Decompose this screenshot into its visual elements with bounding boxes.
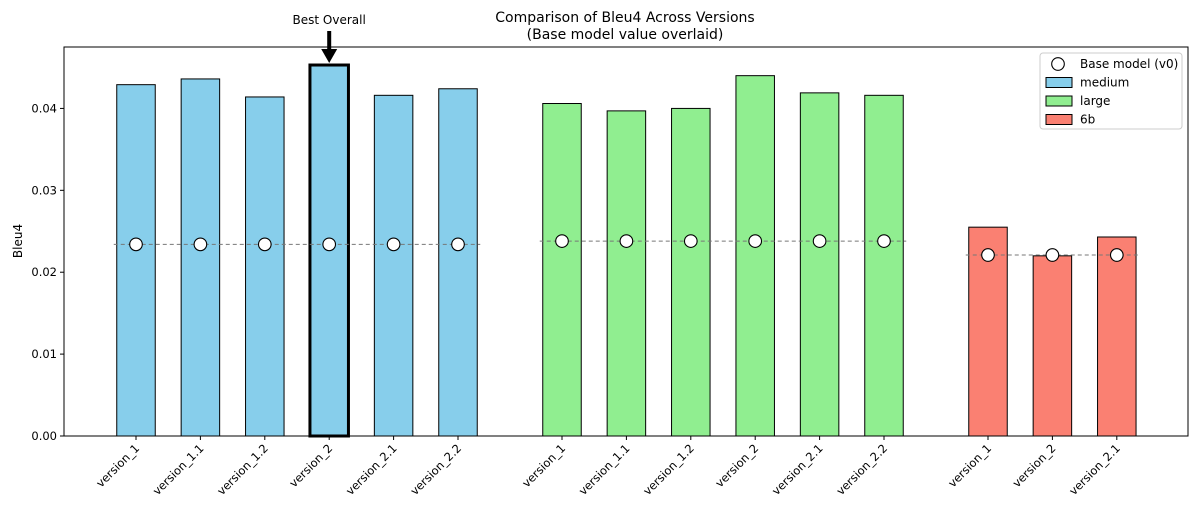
bar-medium-version_2.2 xyxy=(438,88,478,437)
legend-label-large: large xyxy=(1080,94,1110,108)
legend-label-medium: medium xyxy=(1080,76,1129,90)
base-marker-medium-version_2.2 xyxy=(451,237,465,252)
x-tick-label: version_1 xyxy=(945,441,994,490)
x-tick-label: version_2.1 xyxy=(1066,441,1123,498)
bar-medium-version_1.2 xyxy=(245,96,285,437)
x-tick-label: version_2.2 xyxy=(407,441,464,498)
x-tick-label: version_2 xyxy=(286,441,335,490)
base-marker-medium-version_1.2 xyxy=(257,237,272,252)
bar-large-version_1 xyxy=(542,103,582,437)
annotation-arrow-head xyxy=(321,49,338,64)
x-tick-label: version_2.1 xyxy=(769,441,826,498)
base-marker-large-version_2 xyxy=(748,234,763,248)
bar-medium-version_1.1 xyxy=(180,78,221,437)
x-tick-label: version_1.2 xyxy=(214,441,271,498)
x-tick-label: version_2.1 xyxy=(343,441,400,498)
x-tick-label: version_1.1 xyxy=(576,441,633,498)
y-tick-label: 0.04 xyxy=(31,101,57,115)
bar-large-version_2.1 xyxy=(799,92,840,437)
x-tick-label: version_2 xyxy=(1010,441,1059,490)
chart-title-line-2: (Base model value overlaid) xyxy=(527,27,724,43)
base-marker-6b-version_2 xyxy=(1045,248,1060,262)
bar-6b-version_2 xyxy=(1032,255,1073,437)
x-tick-label: version_2 xyxy=(712,441,761,490)
x-tick-label: version_1.2 xyxy=(640,441,697,498)
x-tick-label: version_2.2 xyxy=(833,441,890,498)
base-marker-medium-version_2.1 xyxy=(386,237,401,252)
base-marker-large-version_2.2 xyxy=(877,234,891,248)
legend-swatch-large xyxy=(1045,95,1073,107)
x-tick-label: version_1 xyxy=(519,441,568,490)
bar-large-version_1.1 xyxy=(606,110,647,437)
bar-6b-version_2.1 xyxy=(1097,236,1137,437)
y-tick-label: 0.01 xyxy=(31,347,57,361)
base-marker-large-version_1 xyxy=(555,234,569,248)
chart-title-line-1: Comparison of Bleu4 Across Versions xyxy=(495,10,754,26)
base-marker-6b-version_1 xyxy=(981,248,995,262)
legend-swatch-6b xyxy=(1045,114,1073,125)
base-marker-large-version_1.1 xyxy=(619,234,634,248)
base-marker-large-version_1.2 xyxy=(683,234,698,248)
legend: Base model (v0) medium large 6b xyxy=(1039,52,1183,130)
y-tick-label: 0.03 xyxy=(31,183,57,197)
bar-large-version_2.2 xyxy=(864,94,904,437)
y-tick-label: 0.02 xyxy=(31,265,57,279)
base-marker-medium-version_1.1 xyxy=(193,237,208,252)
base-marker-medium-version_1 xyxy=(129,237,143,252)
bar-large-version_2 xyxy=(735,75,775,437)
annotation-label: Best Overall xyxy=(293,13,366,27)
base-marker-medium-version_2 xyxy=(322,237,337,252)
bar-medium-version_1 xyxy=(116,84,156,437)
bar-large-version_1.2 xyxy=(671,107,711,437)
x-tick-label: version_1.1 xyxy=(150,441,207,498)
legend-swatch-medium xyxy=(1045,77,1073,88)
y-tick-label: 0.00 xyxy=(31,429,57,443)
legend-marker-icon xyxy=(1051,57,1065,71)
x-tick-label: version_1 xyxy=(93,441,142,490)
y-axis-label: Bleu4 xyxy=(11,224,25,258)
legend-label-Base model (v0): Base model (v0) xyxy=(1080,57,1178,71)
legend-box xyxy=(1039,52,1183,130)
base-marker-6b-version_2.1 xyxy=(1109,248,1124,262)
plot-frame xyxy=(63,46,1189,437)
bar-medium-version_2.1 xyxy=(373,94,414,437)
legend-label-6b: 6b xyxy=(1080,113,1095,127)
base-marker-large-version_2.1 xyxy=(812,234,827,248)
